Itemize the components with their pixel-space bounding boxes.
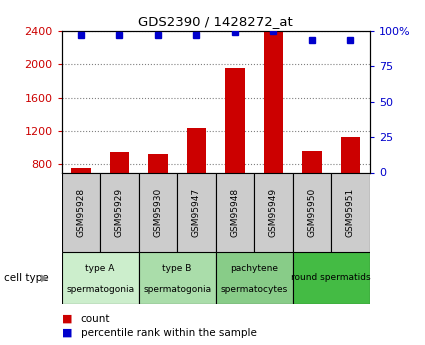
Text: GSM95930: GSM95930 [153,188,162,237]
Bar [293,252,370,304]
Bar [254,172,293,252]
Text: ▶: ▶ [41,273,48,283]
Bar [331,172,370,252]
Bar [177,172,215,252]
Text: GSM95929: GSM95929 [115,188,124,237]
Text: percentile rank within the sample: percentile rank within the sample [81,328,257,338]
Text: cell type: cell type [4,273,49,283]
Text: spermatocytes: spermatocytes [221,285,288,294]
Text: GSM95928: GSM95928 [76,188,85,237]
Bar [110,152,129,231]
Bar [148,154,167,231]
Bar [139,172,177,252]
Text: round spermatids: round spermatids [292,273,371,282]
Title: GDS2390 / 1428272_at: GDS2390 / 1428272_at [138,16,293,29]
Bar [341,137,360,231]
Text: GSM95950: GSM95950 [307,188,317,237]
Bar [264,32,283,231]
Bar [100,172,139,252]
Text: type A: type A [85,264,115,273]
Text: spermatogonia: spermatogonia [66,285,134,294]
Bar [62,252,139,304]
Text: spermatogonia: spermatogonia [143,285,211,294]
Bar [71,168,91,231]
Text: pachytene: pachytene [230,264,278,273]
Bar [139,252,215,304]
Text: GSM95947: GSM95947 [192,188,201,237]
Bar [302,151,322,231]
Bar [62,172,100,252]
Text: GSM95951: GSM95951 [346,188,355,237]
Text: ■: ■ [62,328,72,338]
Text: type B: type B [162,264,192,273]
Text: GSM95948: GSM95948 [230,188,239,237]
Bar [215,252,293,304]
Bar [187,128,206,231]
Bar [293,172,331,252]
Text: ■: ■ [62,314,72,324]
Text: count: count [81,314,110,324]
Bar [225,68,244,231]
Bar [215,172,254,252]
Text: GSM95949: GSM95949 [269,188,278,237]
